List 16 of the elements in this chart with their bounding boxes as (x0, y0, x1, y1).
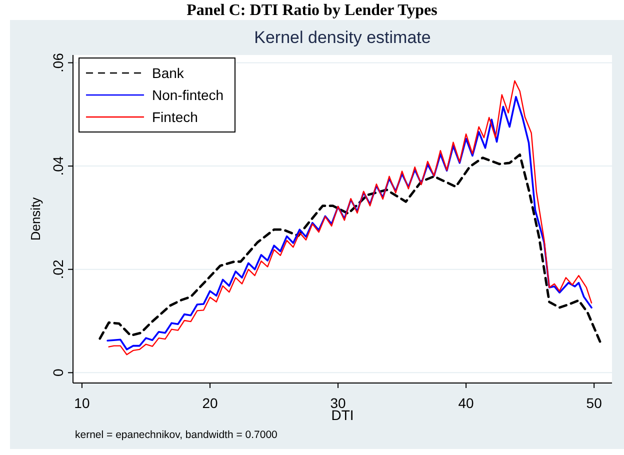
x-tick-label: 40 (458, 395, 474, 411)
chart-subtitle: Kernel density estimate (254, 28, 431, 47)
line-series (98, 153, 602, 344)
x-tick-label: 10 (74, 395, 90, 411)
y-tick-label: .04 (50, 156, 66, 176)
y-tick-label: 0 (50, 368, 66, 377)
y-tick-label: .02 (50, 259, 66, 280)
legend-label: Bank (152, 65, 185, 81)
y-tick-label: .06 (50, 52, 66, 72)
legend-label: Fintech (152, 109, 198, 125)
y-axis-title: Density (28, 196, 43, 241)
legend-label: Non-fintech (152, 87, 224, 103)
text: kernel = epanechnikov, bandwidth = 0.7000 (75, 429, 278, 441)
x-tick-label: 20 (202, 395, 218, 411)
chart-title: Panel C: DTI Ratio by Lender Types (186, 2, 438, 19)
x-tick-label: 50 (586, 395, 602, 411)
